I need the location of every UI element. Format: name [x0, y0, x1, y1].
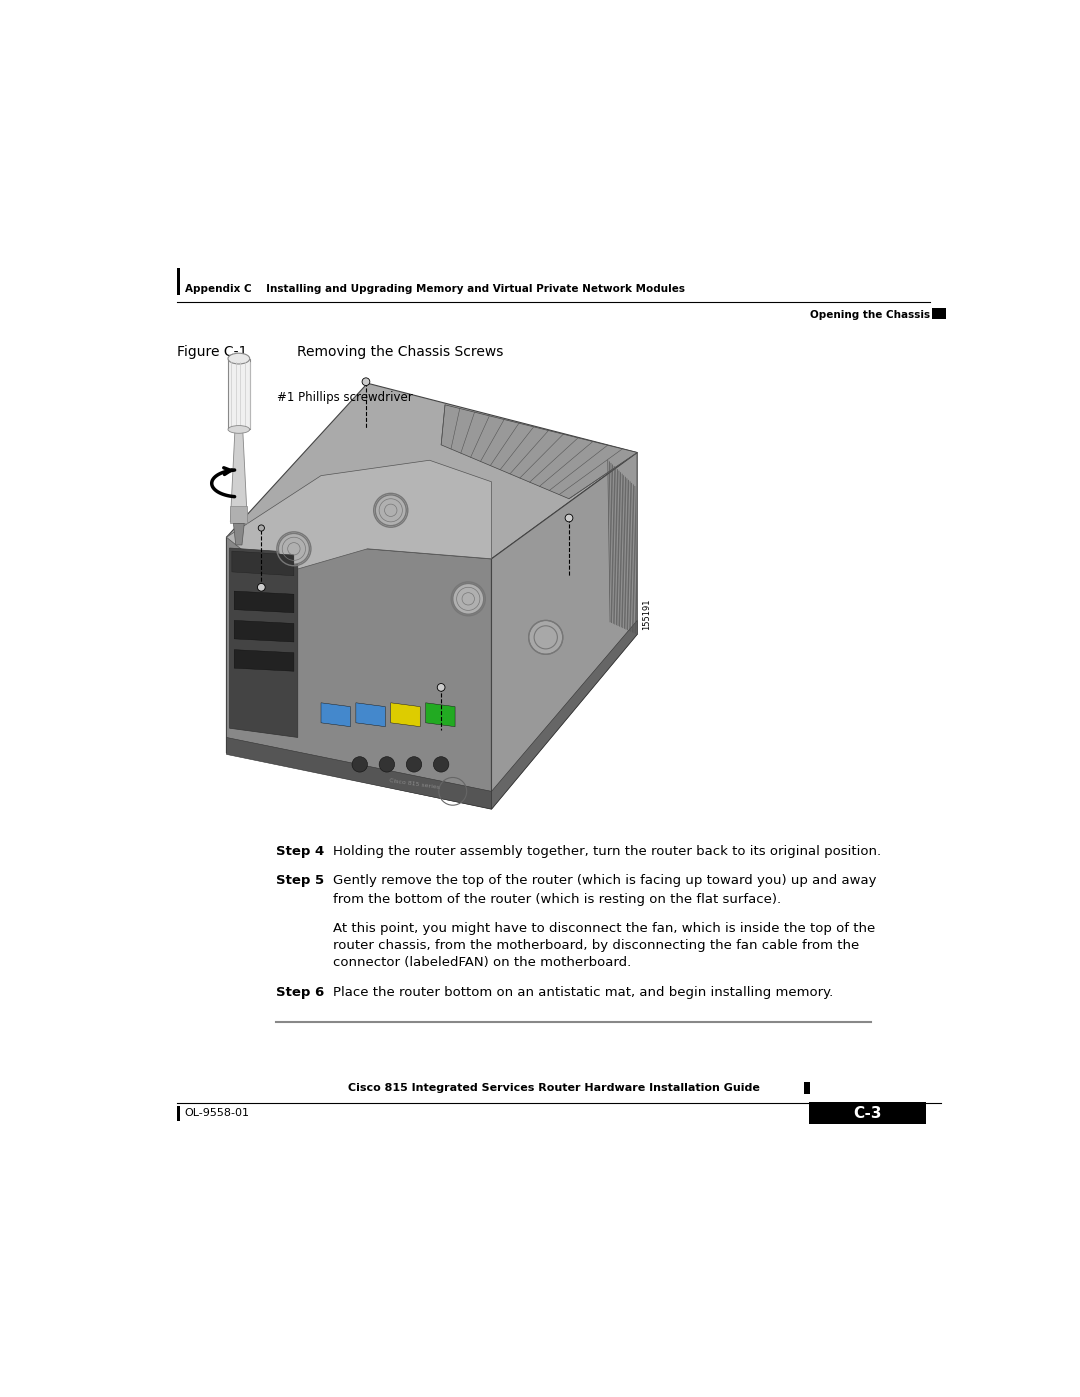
Bar	[809, 1102, 926, 1125]
Text: Figure C-1: Figure C-1	[177, 345, 247, 359]
Polygon shape	[230, 548, 298, 738]
Polygon shape	[356, 703, 386, 726]
Polygon shape	[230, 507, 247, 524]
Polygon shape	[228, 359, 249, 429]
Text: connector (labeledFAN) on the motherboard.: connector (labeledFAN) on the motherboar…	[334, 956, 632, 970]
Polygon shape	[233, 524, 244, 545]
Text: #1 Phillips screwdriver: #1 Phillips screwdriver	[276, 391, 413, 404]
Polygon shape	[230, 429, 247, 522]
Bar	[804, 1081, 810, 1094]
Ellipse shape	[228, 353, 249, 365]
Polygon shape	[232, 550, 294, 576]
Text: At this point, you might have to disconnect the fan, which is inside the top of : At this point, you might have to disconn…	[334, 922, 876, 935]
Circle shape	[375, 495, 406, 525]
Circle shape	[362, 377, 369, 386]
Polygon shape	[491, 620, 637, 809]
Text: OL-9558-01: OL-9558-01	[185, 1108, 249, 1118]
Circle shape	[437, 683, 445, 692]
Text: router chassis, from the motherboard, by disconnecting the fan cable from the: router chassis, from the motherboard, by…	[334, 939, 860, 953]
Text: Cisco 815 Integrated Services Router Hardware Installation Guide: Cisco 815 Integrated Services Router Har…	[348, 1083, 759, 1092]
Text: Step 4: Step 4	[276, 845, 324, 858]
Polygon shape	[441, 405, 637, 499]
Circle shape	[258, 525, 265, 531]
Text: Removing the Chassis Screws: Removing the Chassis Screws	[297, 345, 503, 359]
Bar	[932, 307, 946, 319]
Text: from the bottom of the router (w​hi​ch is resting on the flat surface).: from the bottom of the router (w​hi​ch i…	[334, 893, 782, 907]
Text: Holding the router assembly together, turn the router back to its original posit: Holding the router assembly together, tu…	[334, 845, 881, 858]
Text: Place the router bottom on an antistatic mat, and begin installing memory.: Place the router bottom on an antistatic…	[334, 986, 834, 999]
Polygon shape	[234, 620, 294, 643]
Circle shape	[257, 584, 266, 591]
Circle shape	[406, 757, 422, 773]
Polygon shape	[491, 453, 637, 809]
Text: Step 5: Step 5	[276, 875, 324, 887]
Circle shape	[529, 620, 563, 654]
Polygon shape	[227, 538, 491, 809]
Ellipse shape	[228, 426, 249, 433]
Polygon shape	[391, 703, 420, 726]
Polygon shape	[227, 738, 491, 809]
Bar	[177, 1105, 180, 1120]
Text: Appendix C    Installing and Upgrading Memory and Virtual Private Network Module: Appendix C Installing and Upgrading Memo…	[185, 285, 685, 295]
Polygon shape	[321, 703, 350, 726]
Polygon shape	[227, 383, 637, 559]
Circle shape	[352, 757, 367, 773]
Polygon shape	[234, 591, 294, 613]
Circle shape	[433, 757, 449, 773]
Circle shape	[565, 514, 572, 522]
Text: Cisco 815 series: Cisco 815 series	[389, 778, 440, 789]
Text: 155191: 155191	[642, 598, 651, 630]
Polygon shape	[426, 703, 455, 726]
Circle shape	[453, 584, 484, 615]
Circle shape	[279, 534, 309, 564]
Text: Opening the Chassis: Opening the Chassis	[810, 310, 930, 320]
Bar	[177, 268, 180, 295]
Circle shape	[379, 757, 394, 773]
Text: Step 6: Step 6	[276, 986, 324, 999]
Polygon shape	[234, 650, 294, 671]
Text: C-3: C-3	[853, 1105, 881, 1120]
Polygon shape	[227, 460, 491, 576]
Text: Gently remove the top of the router (which is facing up toward you) up and away: Gently remove the top of the router (whi…	[334, 875, 877, 887]
